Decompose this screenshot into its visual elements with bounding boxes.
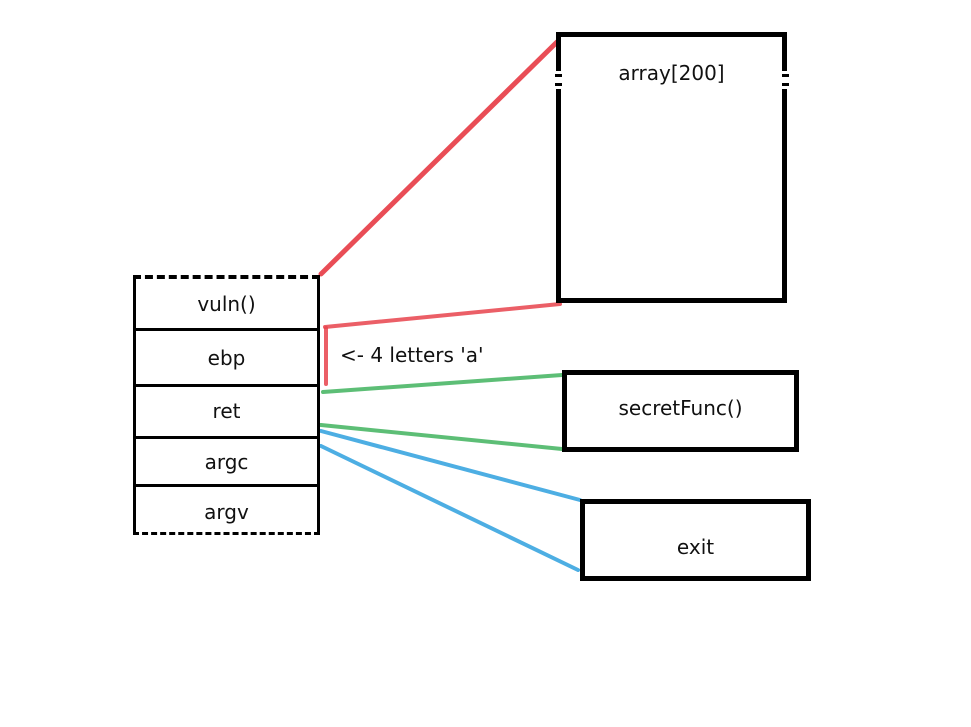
stack-cell-vuln: vuln() — [136, 279, 317, 328]
stack-divider — [136, 436, 317, 439]
exit-top-connector — [319, 429, 582, 502]
overwrite-annotation: <- 4 letters 'a' — [340, 343, 484, 367]
array-buffer-box: array[200] — [556, 32, 787, 303]
exit-box: exit — [580, 499, 811, 581]
secretfunc-top-connector — [321, 373, 564, 394]
stack-frame: vuln() ebp ret argc argv — [133, 275, 320, 535]
stack-divider — [136, 384, 317, 387]
exit-label: exit — [676, 535, 715, 559]
stack-cell-vuln-label: vuln() — [197, 291, 256, 316]
stack-divider — [136, 484, 317, 487]
stack-cell-ret-label: ret — [212, 399, 241, 423]
stack-cell-argc-label: argc — [204, 449, 249, 474]
array-box-gap-left — [555, 71, 562, 89]
stack-cell-ret: ret — [136, 387, 317, 435]
array-buffer-label: array[200] — [618, 61, 725, 85]
array-top-connector — [318, 39, 560, 277]
secretfunc-box: secretFunc() — [562, 370, 799, 452]
secretfunc-bottom-connector — [319, 423, 564, 451]
stack-cell-ebp: ebp — [136, 331, 317, 384]
secretfunc-label: secretFunc() — [618, 396, 743, 420]
array-bottom-connector — [323, 302, 562, 329]
stack-cell-argc: argc — [136, 439, 317, 484]
exit-bottom-connector — [319, 444, 580, 572]
array-box-gap-right — [782, 71, 789, 89]
stack-cell-argv: argv — [136, 487, 317, 536]
stack-divider — [136, 328, 317, 331]
stack-cell-argv-label: argv — [204, 499, 249, 524]
stack-cell-ebp-label: ebp — [207, 345, 246, 370]
